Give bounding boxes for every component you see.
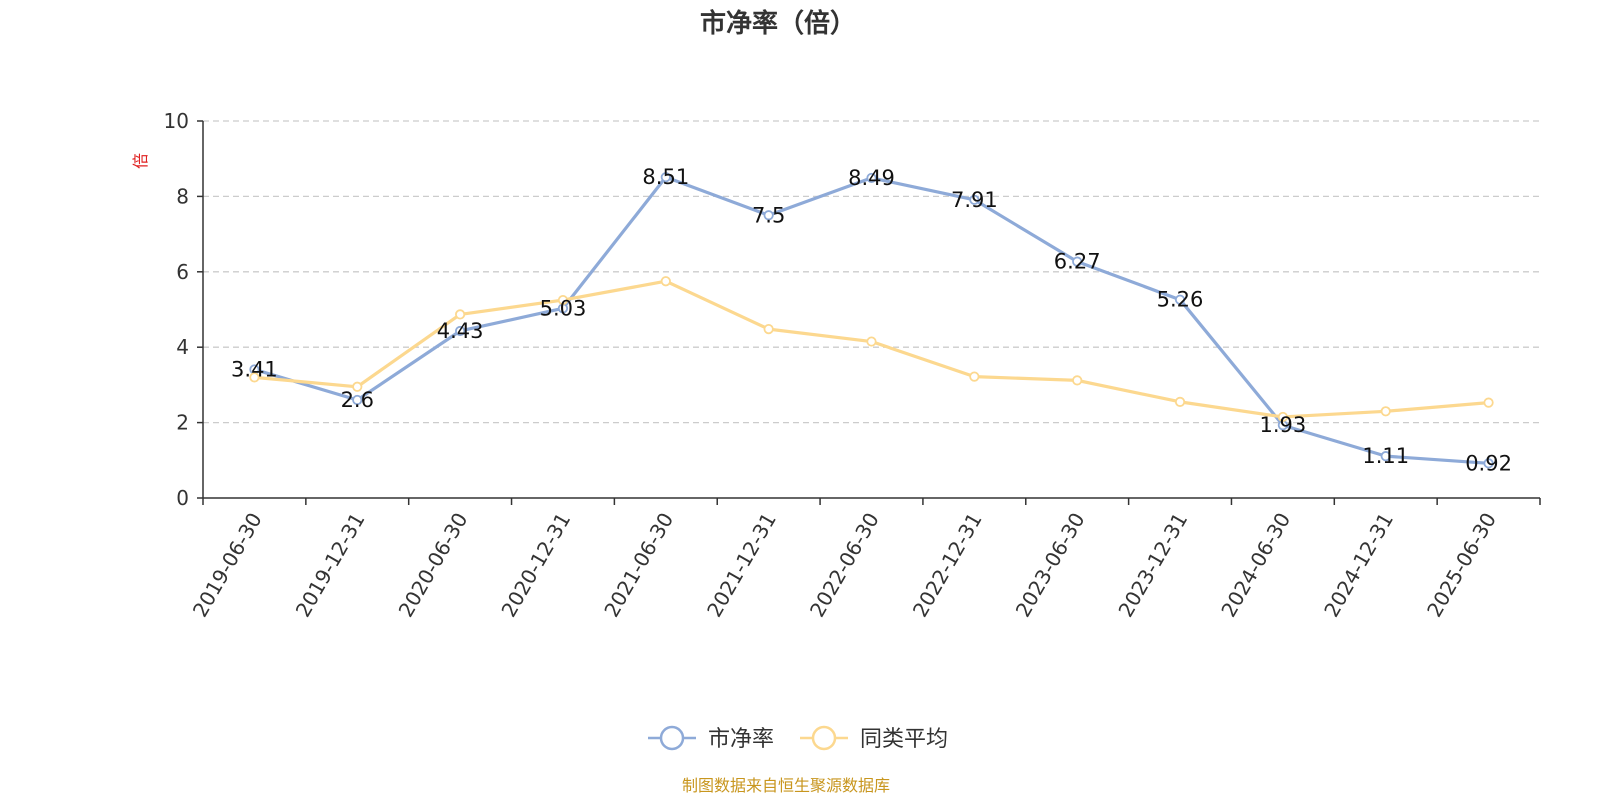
- data-point: [352, 381, 363, 392]
- data-point: [1483, 458, 1494, 469]
- data-point: [969, 371, 980, 382]
- x-tick-label: 2020-12-31: [496, 509, 575, 622]
- legend-label: 同类平均: [860, 727, 948, 752]
- x-tick-label: 2022-06-30: [805, 509, 884, 622]
- data-point: [249, 372, 260, 383]
- legend-circle-icon: [811, 725, 837, 751]
- x-tick-label: 2020-06-30: [394, 509, 473, 622]
- legend-label: 市净率: [708, 727, 774, 752]
- x-tick-label: 2023-06-30: [1011, 509, 1090, 622]
- data-point: [763, 324, 774, 335]
- data-label: 5.03: [540, 296, 587, 320]
- legend: 市净率 同类平均: [648, 725, 948, 752]
- data-point: [455, 325, 466, 337]
- data-point: [866, 336, 877, 347]
- data-label: 6.27: [1054, 250, 1101, 274]
- data-point: [660, 172, 671, 183]
- data-label: 7.5: [752, 203, 785, 227]
- data-label: 7.91: [951, 188, 998, 212]
- data-point: [1174, 294, 1186, 305]
- source-note: 制图数据来自恒生聚源数据库: [682, 776, 890, 795]
- data-label: 8.49: [848, 166, 895, 190]
- x-tick-label: 2019-12-31: [291, 509, 370, 622]
- data-point: [455, 309, 466, 320]
- legend-item-pb-ratio[interactable]: 市净率: [648, 725, 774, 752]
- y-tick-label: 2: [176, 411, 189, 435]
- data-point: [1380, 451, 1391, 462]
- data-point: [557, 294, 569, 306]
- y-tick-label: 0: [176, 486, 189, 510]
- x-tick-label: 2025-06-30: [1422, 509, 1501, 622]
- legend-item-peer-average[interactable]: 同类平均: [800, 725, 948, 752]
- data-label: 1.11: [1362, 444, 1409, 468]
- data-point: [1174, 396, 1186, 407]
- data-point: [1380, 406, 1391, 417]
- data-label: 3.41: [231, 357, 278, 381]
- y-tick-label: 8: [176, 184, 189, 208]
- x-tick-label: 2019-06-30: [188, 509, 267, 622]
- y-tick-label: 10: [164, 109, 189, 133]
- data-point: [352, 394, 363, 406]
- x-tick-label: 2021-12-31: [702, 509, 781, 622]
- data-labels: 3.41 2.6 4.43 5.03 8.51 7.5 8.49 7.91 6.27 5.26 1.…: [231, 165, 1512, 475]
- grid-lines: [203, 120, 1540, 424]
- y-tick-label: 6: [176, 260, 189, 284]
- data-point: [1072, 256, 1083, 267]
- x-tick-label: 2023-12-31: [1113, 509, 1192, 622]
- series-line-peer-average: [252, 279, 1491, 419]
- x-tick-label: 2024-12-31: [1319, 509, 1398, 622]
- data-point: [1483, 397, 1494, 408]
- data-label: 0.92: [1465, 451, 1512, 475]
- data-point: [1277, 411, 1288, 423]
- data-point: [969, 194, 980, 205]
- data-point: [660, 276, 671, 287]
- y-tick-label: 4: [176, 335, 189, 359]
- data-label: 2.6: [341, 388, 374, 412]
- y-axis-unit-label: 倍: [131, 153, 150, 169]
- x-tick-label: 2022-12-31: [908, 509, 987, 622]
- data-label: 1.93: [1260, 413, 1307, 437]
- data-point: [763, 210, 774, 221]
- legend-circle-icon: [659, 725, 685, 751]
- data-label: 5.26: [1157, 288, 1204, 312]
- chart-title: 市净率（倍）: [700, 8, 856, 39]
- data-label: 4.43: [437, 319, 484, 343]
- data-label: 8.51: [642, 165, 689, 189]
- x-tick-label: 2021-06-30: [599, 509, 678, 622]
- data-point: [1072, 375, 1083, 386]
- x-tick-label: 2024-06-30: [1216, 509, 1295, 622]
- series-points: [249, 172, 1494, 469]
- data-point: [866, 172, 877, 184]
